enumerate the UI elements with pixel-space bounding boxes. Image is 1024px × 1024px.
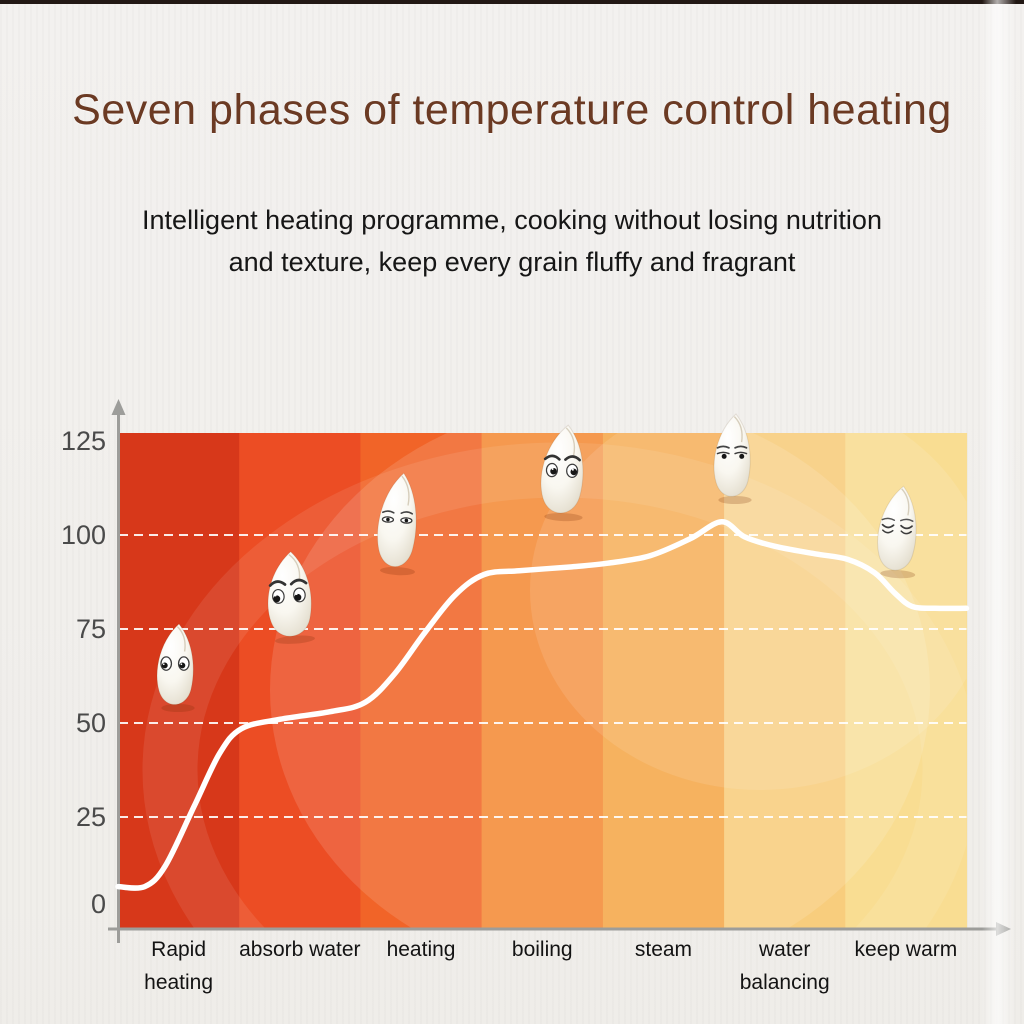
subtitle: Intelligent heating programme, cooking w… [0, 199, 1024, 283]
mascot-face [543, 454, 581, 478]
phase-label-line: boiling [511, 938, 573, 961]
phase-label-water-balancing: water balancing [703, 933, 867, 999]
phase-label-steam: steam [581, 933, 745, 966]
y-axis-tick-label-125: 125 [60, 426, 106, 456]
rice-grain-rapid-heating [156, 623, 195, 712]
phase-label-line: water [758, 938, 811, 961]
rice-mascots [156, 413, 917, 712]
temperature-curve [115, 519, 970, 891]
phase-label-boiling: boiling [460, 933, 624, 966]
phase-label-keep-warm: keep warm [824, 933, 988, 966]
phase-band-5 [724, 433, 846, 928]
subtitle-line-2: and texture, keep every grain fluffy and… [228, 247, 796, 277]
mascot-face [381, 510, 414, 524]
rice-grain-body [713, 413, 751, 497]
rice-grain-body [377, 472, 417, 567]
rice-grain-boiling [540, 424, 584, 522]
y-axis-tick-label-25: 25 [75, 802, 106, 832]
subtitle-line-1: Intelligent heating programme, cooking w… [142, 205, 882, 235]
phase-label-line: heating [144, 971, 214, 994]
bowl-glow [142, 433, 967, 928]
rice-grain-keep-warm [877, 485, 917, 579]
phase-label-line: keep warm [854, 938, 958, 961]
y-axis-tick-label-100: 100 [60, 520, 106, 550]
mascot-face [881, 517, 914, 535]
phase-label-heating: heating [339, 933, 503, 966]
y-axis-tick-label-0: 0 [90, 889, 106, 919]
phase-label-line: steam [634, 938, 693, 961]
phase-label-absorb-water: absorb water [218, 933, 382, 966]
page-title: Seven phases of temperature control heat… [72, 86, 952, 134]
rice-grain-body [877, 485, 917, 571]
x-axis-arrow-icon [996, 922, 1011, 936]
rice-grain-body [156, 623, 194, 706]
phase-band-3 [481, 433, 604, 928]
mascot-face [268, 578, 308, 604]
phase-label-line: heating [386, 938, 456, 961]
phase-label-line: absorb water [239, 938, 361, 961]
y-axis-arrow-icon [111, 399, 126, 415]
rice-grain-steam [713, 413, 752, 504]
rice-grain-heating [377, 472, 417, 576]
phase-band-4 [602, 433, 725, 928]
rice-grain-absorb-water [267, 551, 315, 644]
top-border [0, 0, 1024, 4]
mascot-face [716, 445, 748, 459]
y-axis-tick-label-50: 50 [75, 708, 106, 738]
gridlines [119, 534, 967, 818]
mascot-face [160, 656, 190, 671]
phase-label-line: balancing [739, 971, 830, 994]
phase-label-rapid-heating: Rapid heating [97, 933, 261, 999]
phase-band-1 [239, 433, 361, 928]
y-axis-tick-label-75: 75 [75, 614, 106, 644]
phase-label-line: Rapid [151, 938, 207, 961]
